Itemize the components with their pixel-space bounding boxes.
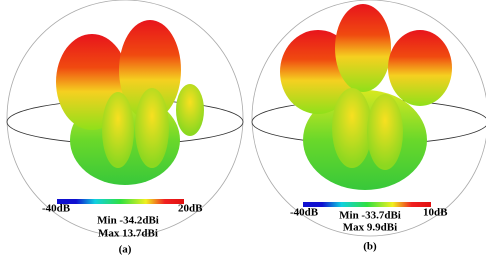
lobe: [102, 92, 134, 168]
lobe: [367, 94, 403, 170]
caption: (a): [119, 244, 132, 256]
max-gain: Max 13.7dBi: [98, 228, 158, 240]
scale-min: -40dB: [290, 207, 319, 219]
caption: (b): [363, 241, 377, 253]
lobe: [335, 4, 391, 92]
scale-max: 10dB: [423, 207, 448, 219]
scale-max: 20dB: [178, 203, 203, 215]
scale-min: -40dB: [42, 203, 71, 215]
panel-a: -40dB 20dB Min -34.2dBi Max 13.7dBi (a): [7, 0, 243, 256]
color-bar: [57, 199, 184, 204]
figure: -40dB 20dB Min -34.2dBi Max 13.7dBi (a) …: [0, 0, 486, 260]
min-gain: Min -33.7dBi: [339, 210, 401, 222]
max-gain: Max 9.9dBi: [343, 222, 397, 234]
lobe: [388, 30, 452, 106]
lobe: [176, 84, 204, 136]
color-bar: [303, 202, 431, 207]
lobe: [332, 88, 372, 168]
lobe: [135, 88, 169, 168]
panel-b: -40dB 10dB Min -33.7dBi Max 9.9dBi (b): [252, 0, 486, 253]
min-gain: Min -34.2dBi: [97, 215, 159, 227]
